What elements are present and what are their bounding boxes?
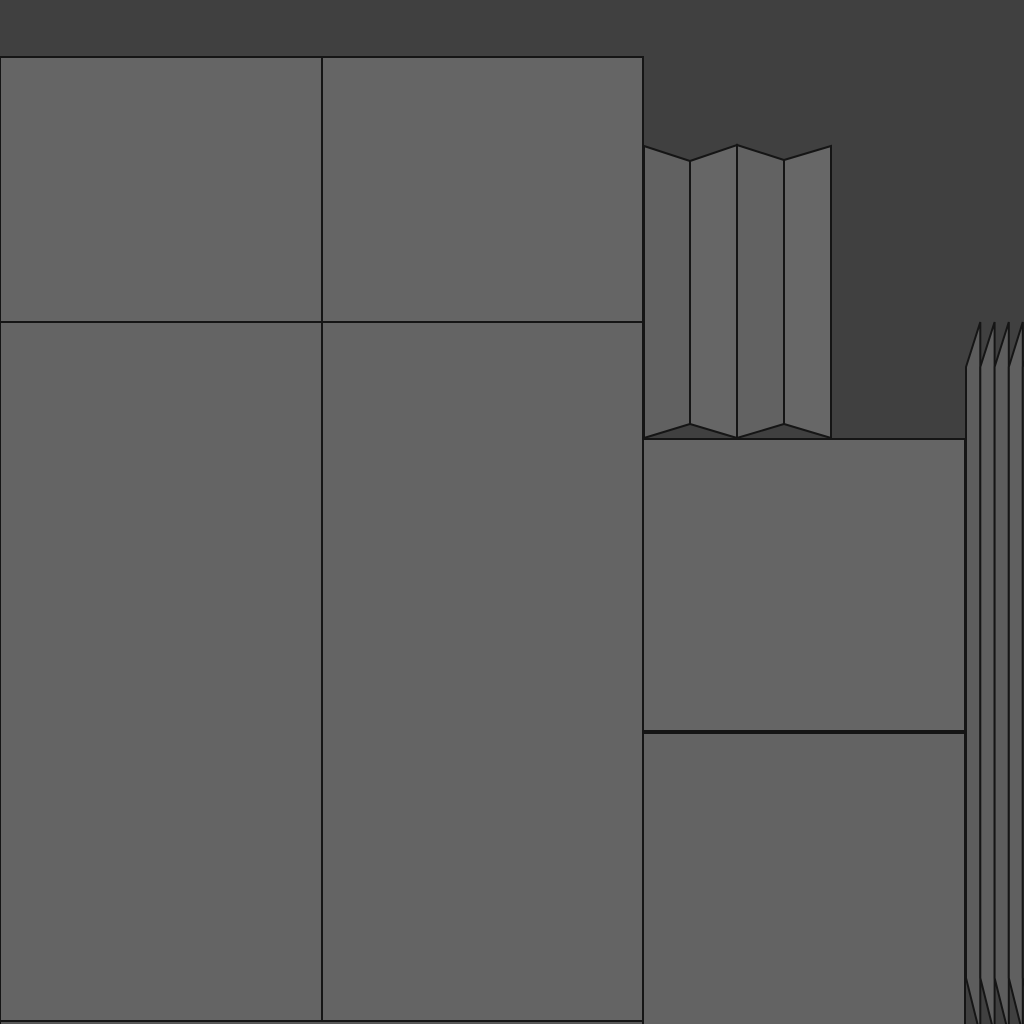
panel-bottom-left: [0, 321, 323, 1022]
panel-top-middle: [321, 56, 644, 323]
panel-top-left: [0, 56, 323, 323]
floor-sliver: [0, 1020, 644, 1024]
panel-bottom-right: [642, 732, 966, 1024]
panel-mid-right: [642, 438, 966, 732]
accordion-fold-4: [783, 144, 832, 440]
page-strip-4: [1007, 321, 1024, 1024]
accordion-fold-1: [643, 144, 691, 440]
page-strip-2: [979, 321, 996, 1024]
page-strip-3: [993, 321, 1010, 1024]
accordion-fold-2: [689, 143, 738, 440]
page-strip-1: [965, 321, 982, 1024]
accordion-fold-3: [736, 143, 785, 440]
panel-bottom-middle: [321, 321, 644, 1022]
shape-layer: [0, 56, 1024, 1024]
